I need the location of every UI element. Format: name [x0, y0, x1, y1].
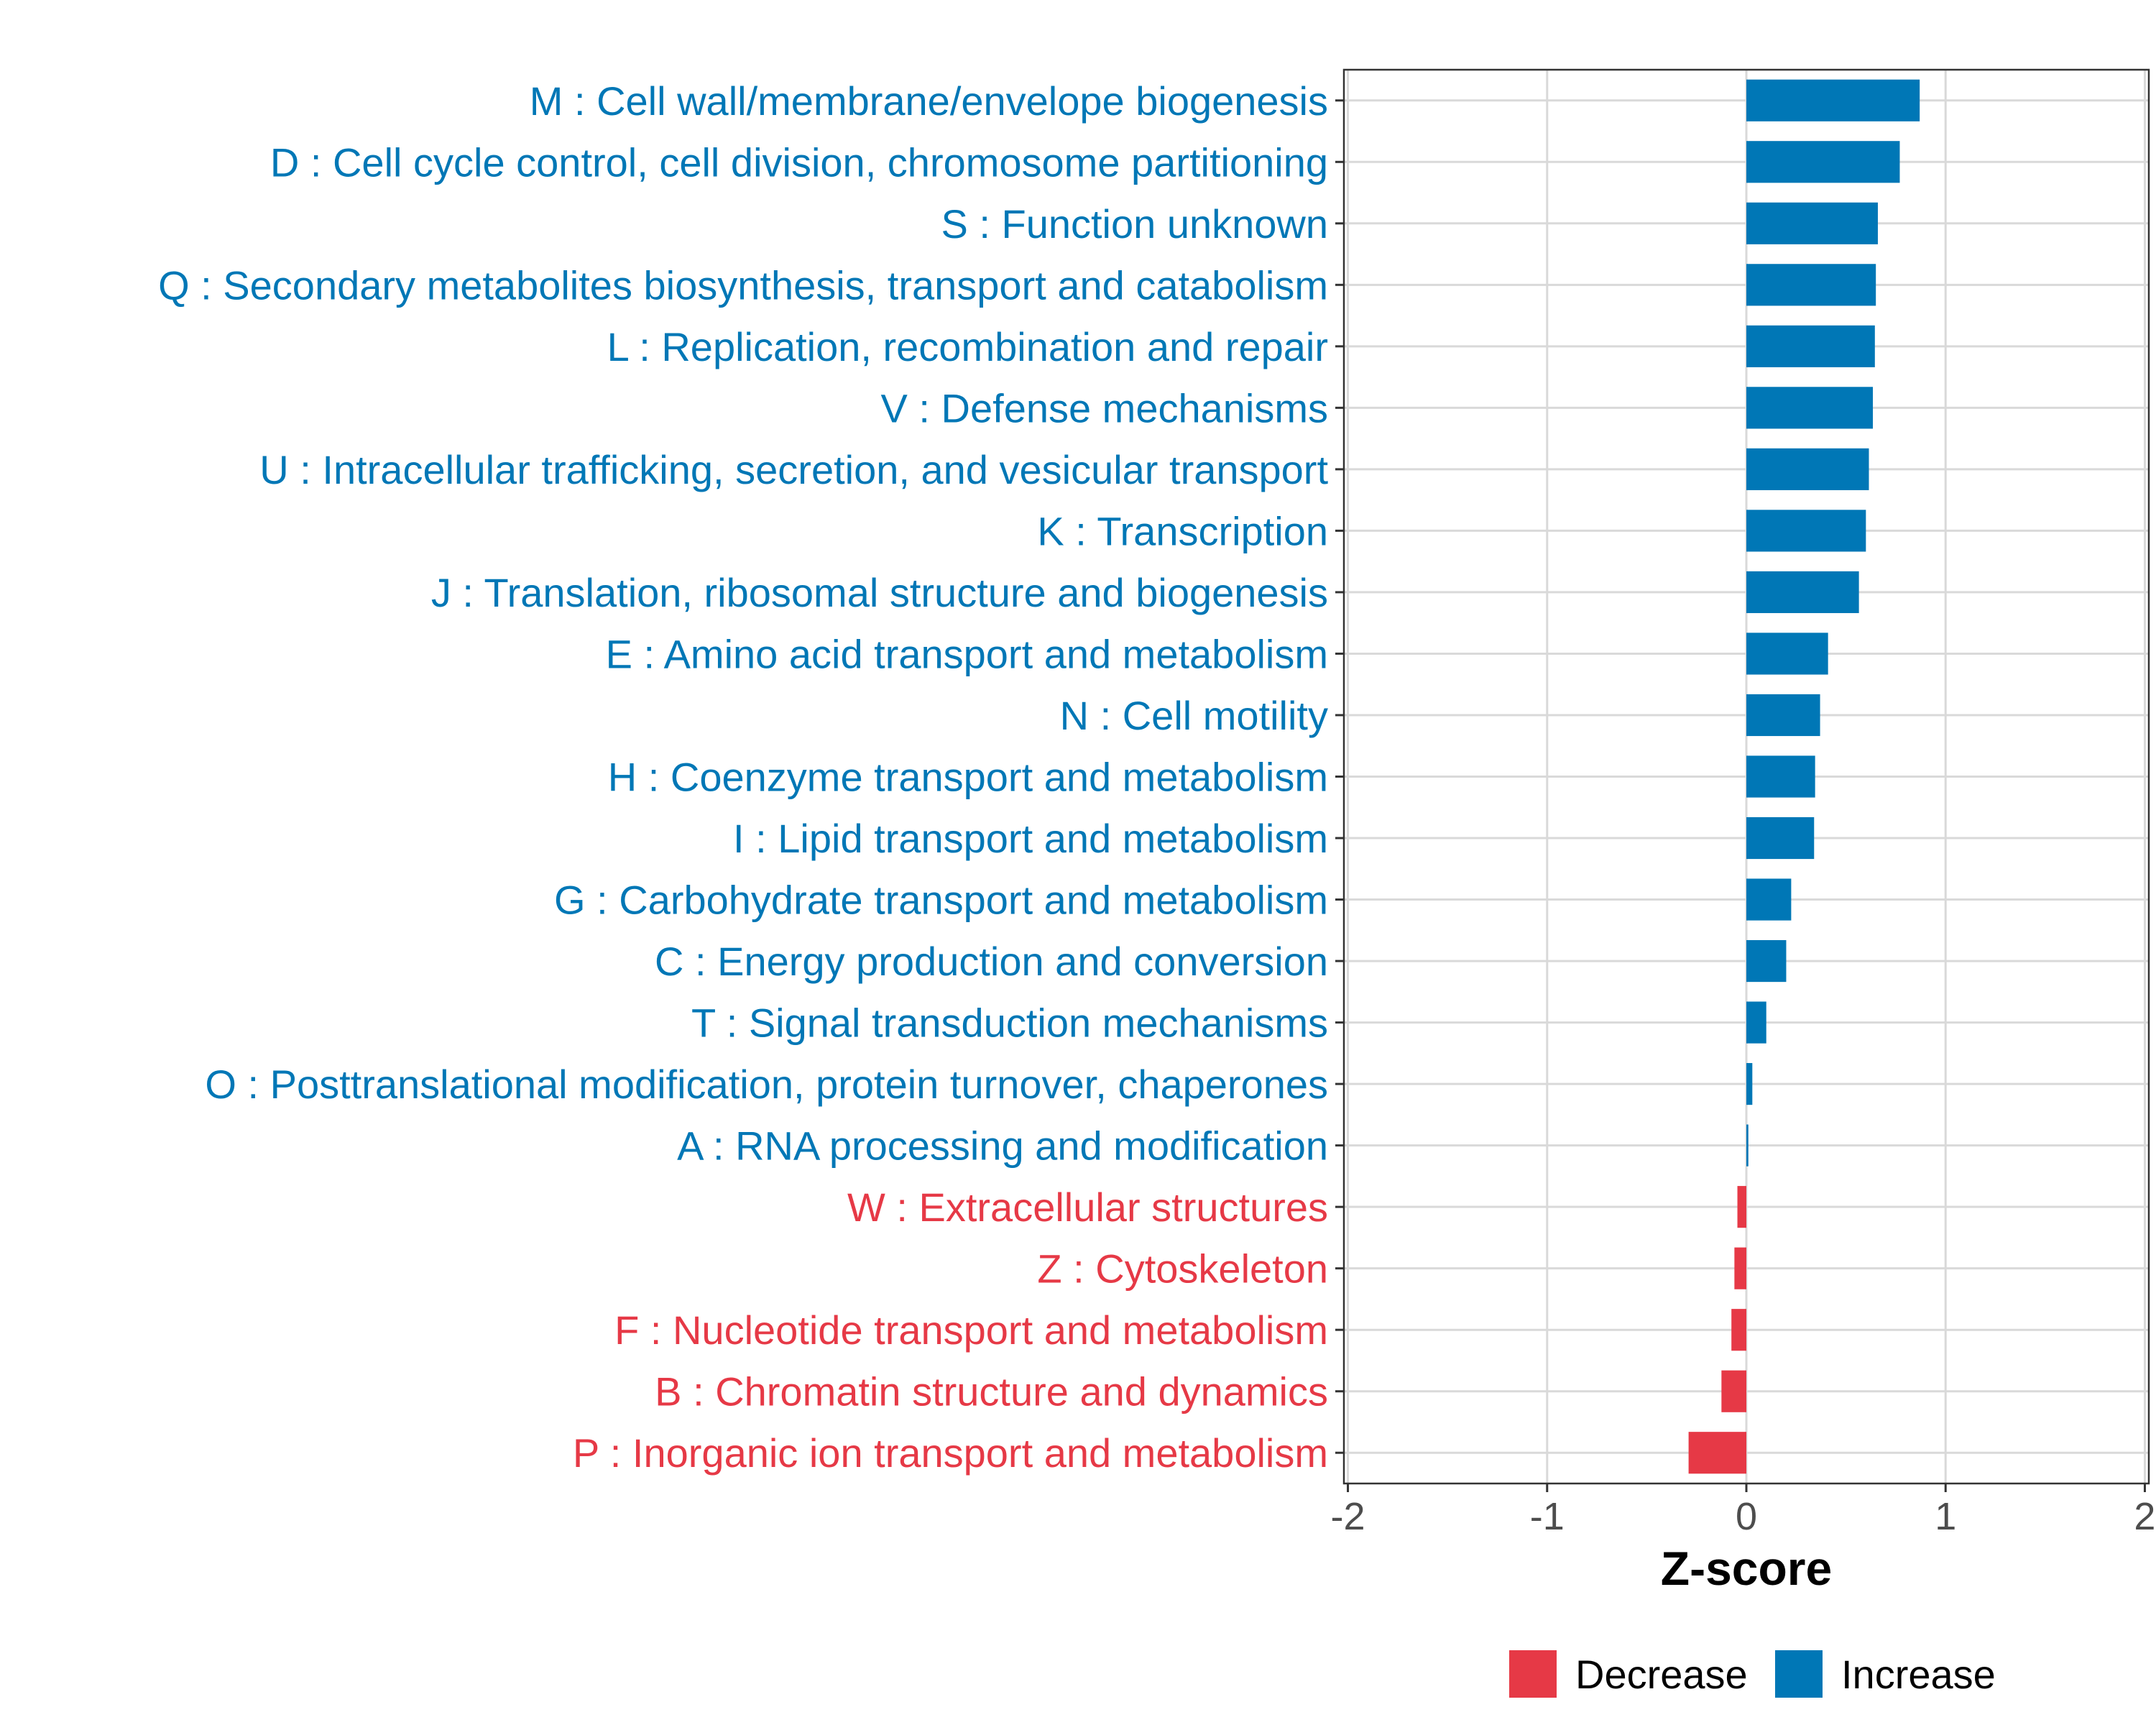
bar [1746, 79, 1920, 121]
bar [1746, 1001, 1766, 1044]
bar [1746, 694, 1820, 737]
bar [1746, 1124, 1749, 1167]
y-axis-labels: M : Cell wall/membrane/envelope biogenes… [158, 78, 1328, 1476]
y-tick-label: E : Amino acid transport and metabolism [606, 631, 1328, 676]
y-tick-label: I : Lipid transport and metabolism [733, 816, 1328, 861]
x-axis-ticks: -2 -1 0 1 2 [1331, 1484, 2155, 1538]
bar [1746, 878, 1792, 921]
bar [1688, 1432, 1746, 1474]
x-tick-label: -1 [1530, 1495, 1565, 1538]
bar [1746, 755, 1815, 798]
y-tick-label: J : Translation, ribosomal structure and… [431, 570, 1328, 615]
bar [1746, 264, 1876, 306]
y-tick-label: F : Nucleotide transport and metabolism [614, 1307, 1328, 1353]
bar [1746, 141, 1900, 183]
bar [1734, 1247, 1746, 1289]
y-tick-label: A : RNA processing and modification [677, 1123, 1328, 1169]
y-tick-label: W : Extracellular structures [847, 1184, 1328, 1230]
y-tick-label: D : Cell cycle control, cell division, c… [270, 139, 1328, 185]
y-tick-label: H : Coenzyme transport and metabolism [608, 755, 1328, 800]
y-tick-label: Q : Secondary metabolites biosynthesis, … [158, 262, 1328, 308]
y-tick-label: N : Cell motility [1060, 693, 1328, 738]
bar [1746, 448, 1869, 490]
y-tick-label: B : Chromatin structure and dynamics [655, 1369, 1328, 1414]
bar [1746, 387, 1874, 429]
y-tick-label: M : Cell wall/membrane/envelope biogenes… [530, 78, 1328, 124]
y-tick-label: G : Carbohydrate transport and metabolis… [554, 878, 1328, 923]
legend-label-increase: Increase [1841, 1652, 1996, 1697]
bar [1746, 202, 1878, 244]
bar [1737, 1186, 1746, 1228]
y-tick-label: P : Inorganic ion transport and metaboli… [573, 1430, 1328, 1476]
y-tick-label: Z : Cytoskeleton [1037, 1246, 1328, 1292]
y-tick-label: L : Replication, recombination and repai… [607, 324, 1328, 369]
y-tick-label: O : Posttranslational modification, prot… [205, 1062, 1328, 1107]
legend-key-increase [1775, 1650, 1823, 1698]
x-axis-title: Z-score [1661, 1542, 1832, 1595]
bars [1688, 79, 1920, 1474]
legend-label-decrease: Decrease [1575, 1652, 1748, 1697]
y-axis-ticks [1335, 99, 1344, 1454]
bar [1731, 1309, 1746, 1351]
bar [1746, 1063, 1753, 1105]
x-tick-label: -2 [1331, 1495, 1365, 1538]
x-tick-label: 1 [1935, 1495, 1956, 1538]
bar [1721, 1370, 1746, 1412]
y-tick-label: V : Defense mechanisms [881, 385, 1328, 431]
y-tick-label: U : Intracellular trafficking, secretion… [259, 447, 1328, 492]
bar [1746, 325, 1875, 367]
y-tick-label: K : Transcription [1037, 508, 1328, 553]
bar [1746, 939, 1787, 983]
legend-key-decrease [1509, 1650, 1557, 1698]
bar [1746, 571, 1859, 614]
x-tick-label: 0 [1736, 1495, 1757, 1538]
y-tick-label: C : Energy production and conversion [655, 939, 1328, 984]
bar [1746, 510, 1866, 552]
y-tick-label: T : Signal transduction mechanisms [691, 1000, 1328, 1046]
legend: Decrease Increase [1509, 1650, 1996, 1698]
x-tick-label: 2 [2134, 1495, 2155, 1538]
bar [1746, 816, 1815, 860]
y-tick-label: S : Function unknown [941, 201, 1328, 247]
bar [1746, 632, 1828, 675]
